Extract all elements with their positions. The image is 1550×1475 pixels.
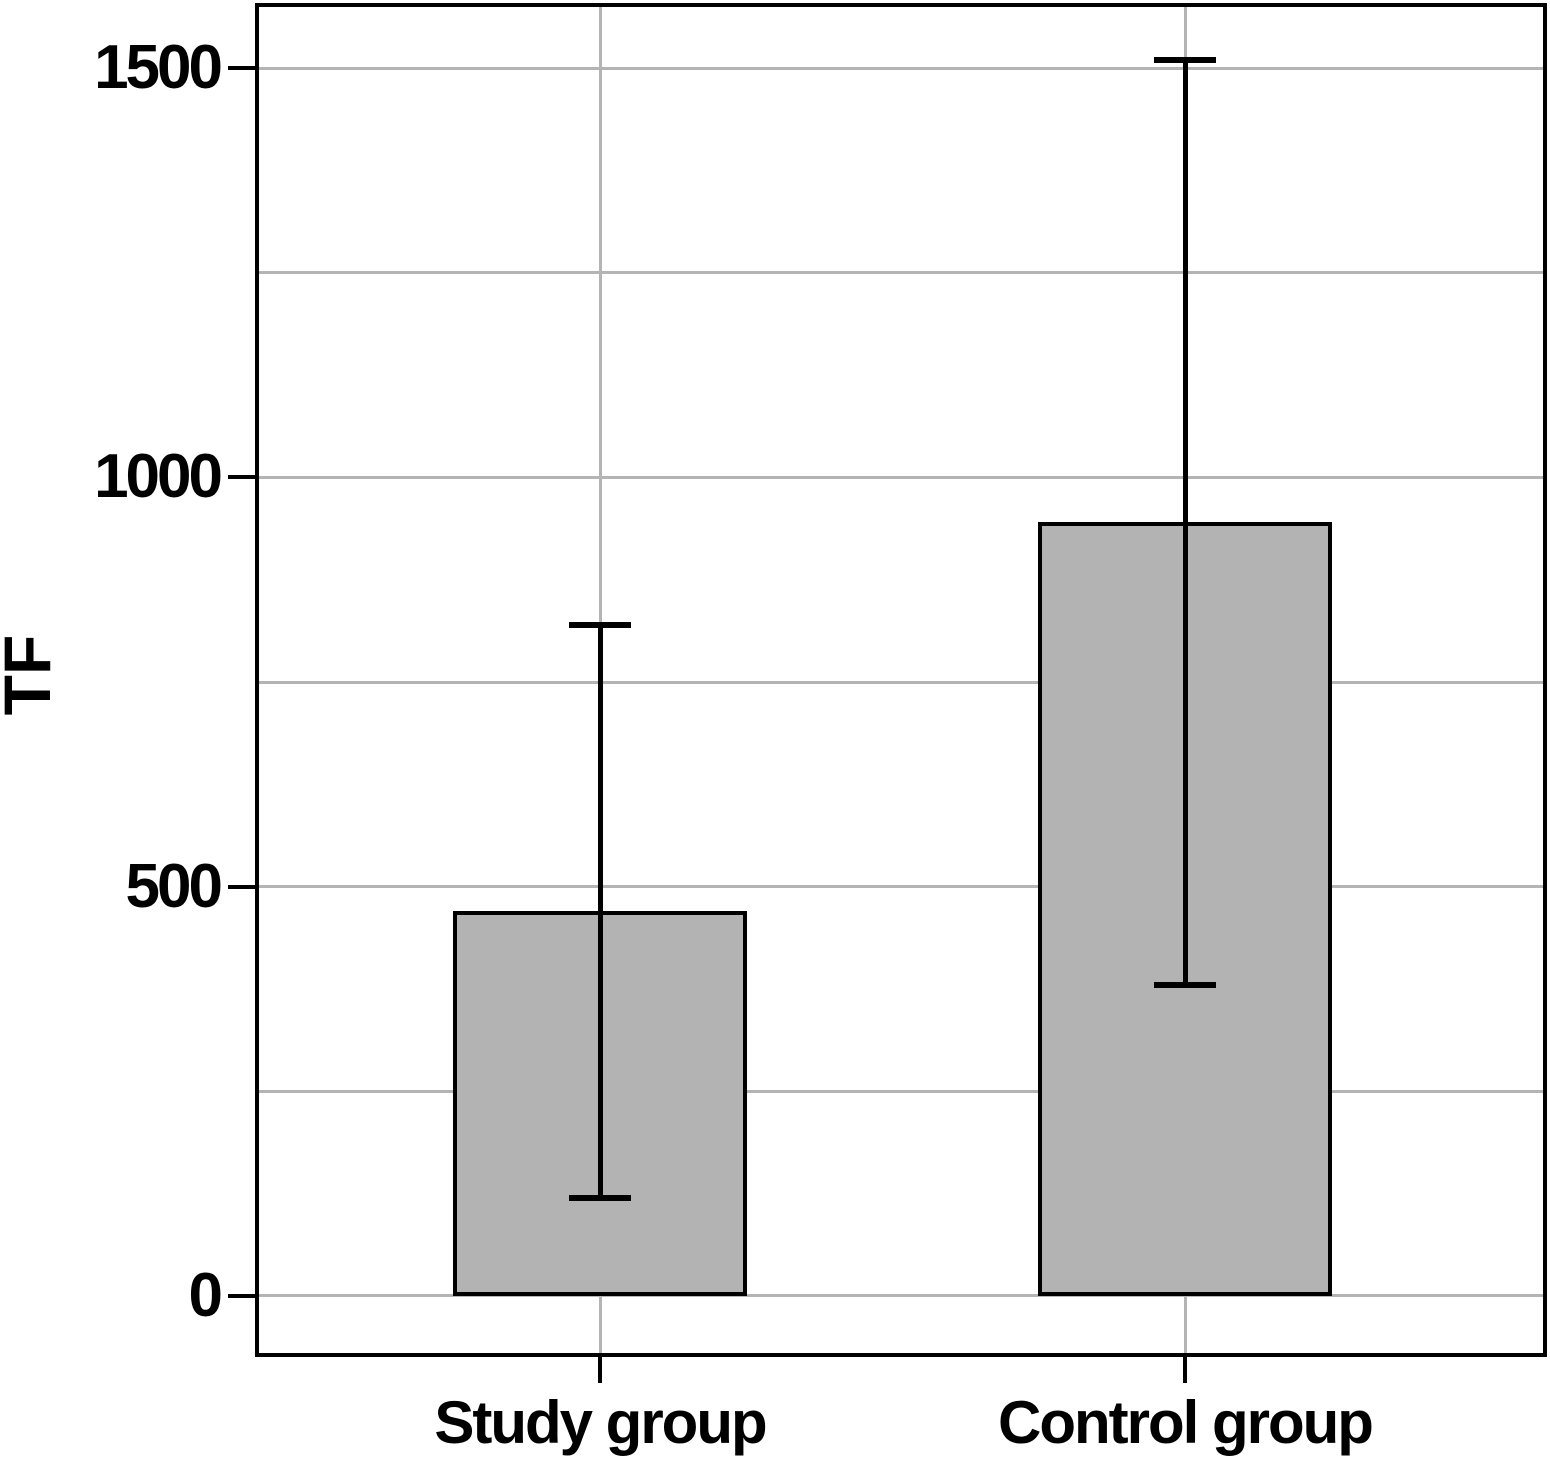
y-tick-label: 1500	[94, 33, 223, 103]
error-cap-bottom	[569, 1194, 631, 1201]
y-tick	[228, 475, 255, 480]
x-tick	[1183, 1357, 1187, 1383]
error-cap-bottom	[1154, 981, 1216, 988]
y-axis-title: TF	[0, 634, 64, 716]
h-gridline	[259, 1089, 1543, 1093]
y-tick	[228, 1293, 255, 1298]
error-cap-top	[1154, 57, 1216, 64]
h-gridline	[259, 66, 1543, 70]
h-gridline	[259, 271, 1543, 275]
h-gridline	[259, 680, 1543, 684]
y-tick	[228, 66, 255, 71]
x-axis-label-control-group: Control group	[998, 1389, 1374, 1456]
h-gridline	[259, 885, 1543, 889]
error-cap-top	[569, 621, 631, 628]
x-axis-label-study-group: Study group	[434, 1389, 767, 1456]
y-tick-label: 500	[125, 851, 223, 921]
y-tick	[228, 884, 255, 889]
error-bar-line-study-group	[597, 624, 603, 1198]
x-tick	[598, 1357, 602, 1383]
plot-area	[255, 3, 1547, 1357]
y-tick-label: 0	[188, 1260, 223, 1330]
h-gridline	[259, 1294, 1543, 1298]
y-tick-label: 1000	[94, 442, 223, 512]
error-bar-line-control-group	[1182, 60, 1188, 985]
h-gridline	[259, 475, 1543, 479]
